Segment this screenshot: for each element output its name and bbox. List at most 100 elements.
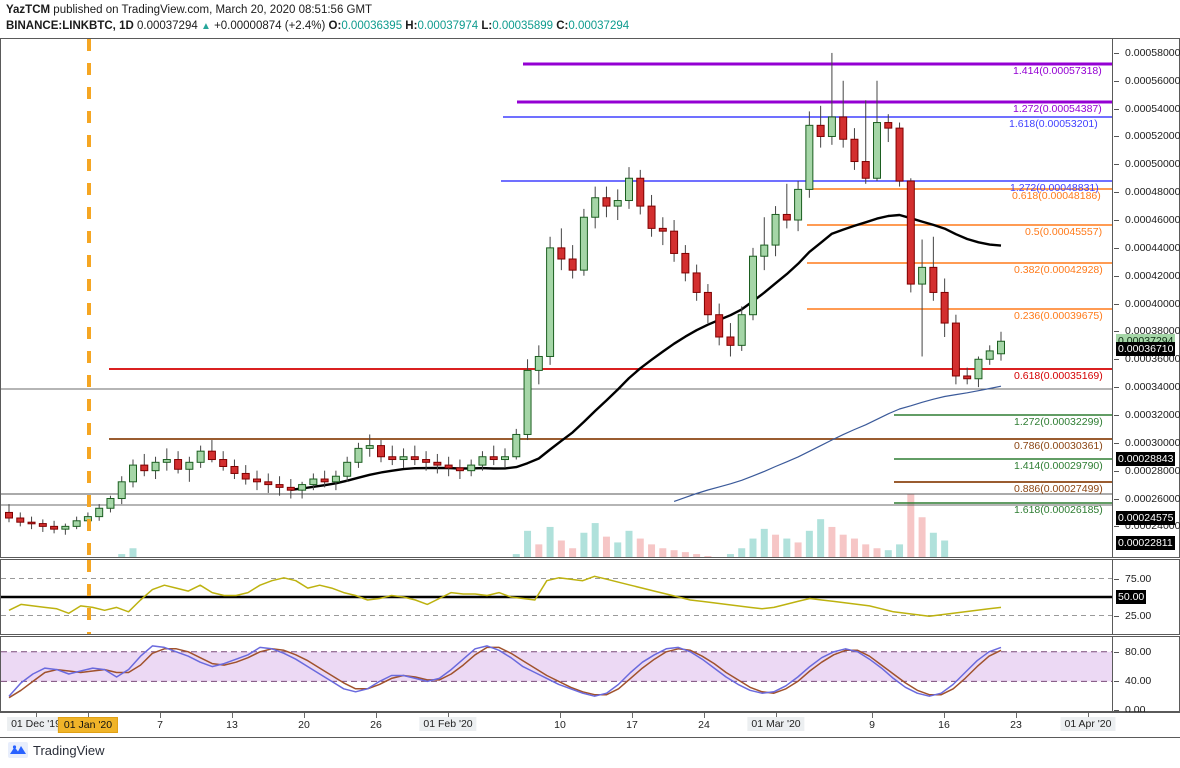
time-axis-label: 16 (938, 719, 950, 731)
rsi-tick-label: 75.00 (1125, 572, 1152, 585)
time-tick (1088, 713, 1089, 718)
rsi-axis[interactable]: 75.00 25.00 50.00 (1113, 559, 1180, 635)
publish-line: YazTCM published on TradingView.com, Mar… (6, 4, 372, 16)
time-tick (1016, 713, 1017, 718)
stochastic-tick (1114, 681, 1119, 683)
price-axis[interactable]: 0.00058000 0.00056000 0.00054000 0.00052000… (1113, 38, 1180, 558)
time-tick (872, 713, 873, 718)
price-tick (1114, 303, 1119, 305)
price-tick (1114, 52, 1119, 54)
low-value: 0.00035899 (492, 20, 554, 32)
price-tick-label: 0.00054000 (1125, 102, 1180, 115)
rsi-tick (1114, 615, 1119, 617)
price-tick (1114, 359, 1119, 361)
time-axis-label: 7 (157, 719, 163, 731)
time-axis-label: 20 (298, 719, 310, 731)
time-axis-label: 9 (869, 719, 875, 731)
time-axis[interactable]: 01 Dec '19 01 Jan '20 7 13 20 26 01 Feb '20 10 1… (0, 712, 1180, 738)
chart-header: YazTCM published on TradingView.com, Mar… (0, 0, 1180, 36)
close-label: C: (556, 20, 569, 32)
time-tick (632, 713, 633, 718)
open-label: O: (328, 20, 342, 32)
time-axis-label: 01 Apr '20 (1060, 717, 1116, 731)
rsi-level-badge: 50.00 (1116, 590, 1147, 604)
tradingview-logo[interactable]: TradingView (8, 742, 105, 758)
up-triangle-icon: ▲ (200, 21, 211, 32)
price-tick (1114, 164, 1119, 166)
stochastic-plot (1, 645, 1112, 699)
price-tick-label: 0.00026000 (1125, 492, 1180, 505)
stochastic-tick-label: 40.00 (1125, 675, 1152, 688)
rsi-tick-label: 25.00 (1125, 609, 1152, 622)
tradingview-wordmark: TradingView (33, 742, 105, 758)
price-badge: 0.00022811 (1116, 535, 1175, 550)
fib-level-label: 1.272(0.00048831) (1010, 182, 1099, 194)
price-tick (1114, 80, 1119, 82)
time-axis-label: 01 Mar '20 (747, 717, 805, 731)
price-tick (1114, 331, 1119, 333)
time-axis-label: 23 (1010, 719, 1022, 731)
time-axis-label: 10 (554, 719, 566, 731)
change-abs: +0.00000874 (214, 20, 282, 32)
price-tick-label: 0.00052000 (1125, 130, 1180, 143)
time-tick (776, 713, 777, 718)
stochastic-tick-label: 80.00 (1125, 645, 1152, 658)
price-tick (1114, 387, 1119, 389)
rsi-pane[interactable] (0, 559, 1113, 635)
price-tick-label: 0.00028000 (1125, 464, 1180, 477)
symbol-label[interactable]: BINANCE:LINKBTC, 1D (6, 20, 134, 32)
fib-level-label: 0.618(0.00048186) (1012, 190, 1101, 202)
rsi-tick (1114, 578, 1119, 580)
time-axis-label: 26 (370, 719, 382, 731)
time-tick (88, 713, 89, 718)
publish-text: published on TradingView.com, March 20, … (53, 4, 373, 16)
time-axis-label: 13 (226, 719, 238, 731)
fib-level-label: 0.618(0.00035169) (1014, 370, 1103, 382)
fib-level-label: 1.618(0.00026185) (1014, 504, 1103, 516)
fib-level-label: 1.272(0.00032299) (1014, 416, 1103, 428)
price-pane[interactable]: 1.414(0.00057318) 1.272(0.00054387) 1.618(… (0, 38, 1113, 558)
price-tick (1114, 526, 1119, 528)
time-tick (944, 713, 945, 718)
price-tick-label: 0.00034000 (1125, 381, 1180, 394)
price-tick-label: 0.00058000 (1125, 46, 1180, 59)
low-label: L: (481, 20, 493, 32)
time-tick (376, 713, 377, 718)
price-tick (1114, 275, 1119, 277)
fib-level-label: 0.5(0.00045557) (1025, 226, 1103, 238)
time-axis-label: 01 Jan '20 (57, 717, 119, 733)
last-price: 0.00037294 (136, 20, 198, 32)
stochastic-tick (1114, 651, 1119, 653)
fib-level-label: 1.272(0.00054387) (1013, 103, 1102, 115)
price-tick (1114, 442, 1119, 444)
time-axis-label: 17 (626, 719, 638, 731)
high-value: 0.00037974 (417, 20, 479, 32)
tradingview-mountain-icon (8, 742, 28, 758)
symbol-quote-line: BINANCE:LINKBTC, 1D 0.00037294 ▲ +0.0000… (6, 20, 629, 32)
time-tick (448, 713, 449, 718)
high-label: H: (405, 20, 418, 32)
price-tick-label: 0.00050000 (1125, 158, 1180, 171)
time-axis-label: 01 Feb '20 (419, 717, 477, 731)
price-tick-label: 0.00056000 (1125, 74, 1180, 87)
fib-level-label: 0.236(0.00039675) (1014, 310, 1103, 322)
price-plot (1, 39, 1112, 557)
fib-level-label: 1.618(0.00053201) (1009, 118, 1098, 130)
price-badge: 0.00028843 (1116, 451, 1176, 466)
fib-level-label: 1.414(0.00029790) (1014, 460, 1103, 472)
stochastic-tick (1114, 710, 1119, 711)
price-tick (1114, 498, 1119, 500)
stochastic-axis[interactable]: 80.00 40.00 0.00 (1113, 636, 1180, 716)
price-tick (1114, 414, 1119, 416)
fib-level-label: 0.786(0.00030361) (1014, 440, 1103, 452)
price-tick (1114, 192, 1119, 194)
close-value: 0.00037294 (568, 20, 630, 32)
price-tick-label: 0.00040000 (1125, 297, 1180, 310)
price-tick-label: 0.00042000 (1125, 269, 1180, 282)
price-badge: 0.00036710 (1116, 342, 1176, 357)
stochastic-pane[interactable] (0, 636, 1113, 712)
rsi-plot (1, 560, 1112, 634)
fib-level-label: 0.886(0.00027499) (1014, 483, 1103, 495)
time-tick (36, 713, 37, 718)
